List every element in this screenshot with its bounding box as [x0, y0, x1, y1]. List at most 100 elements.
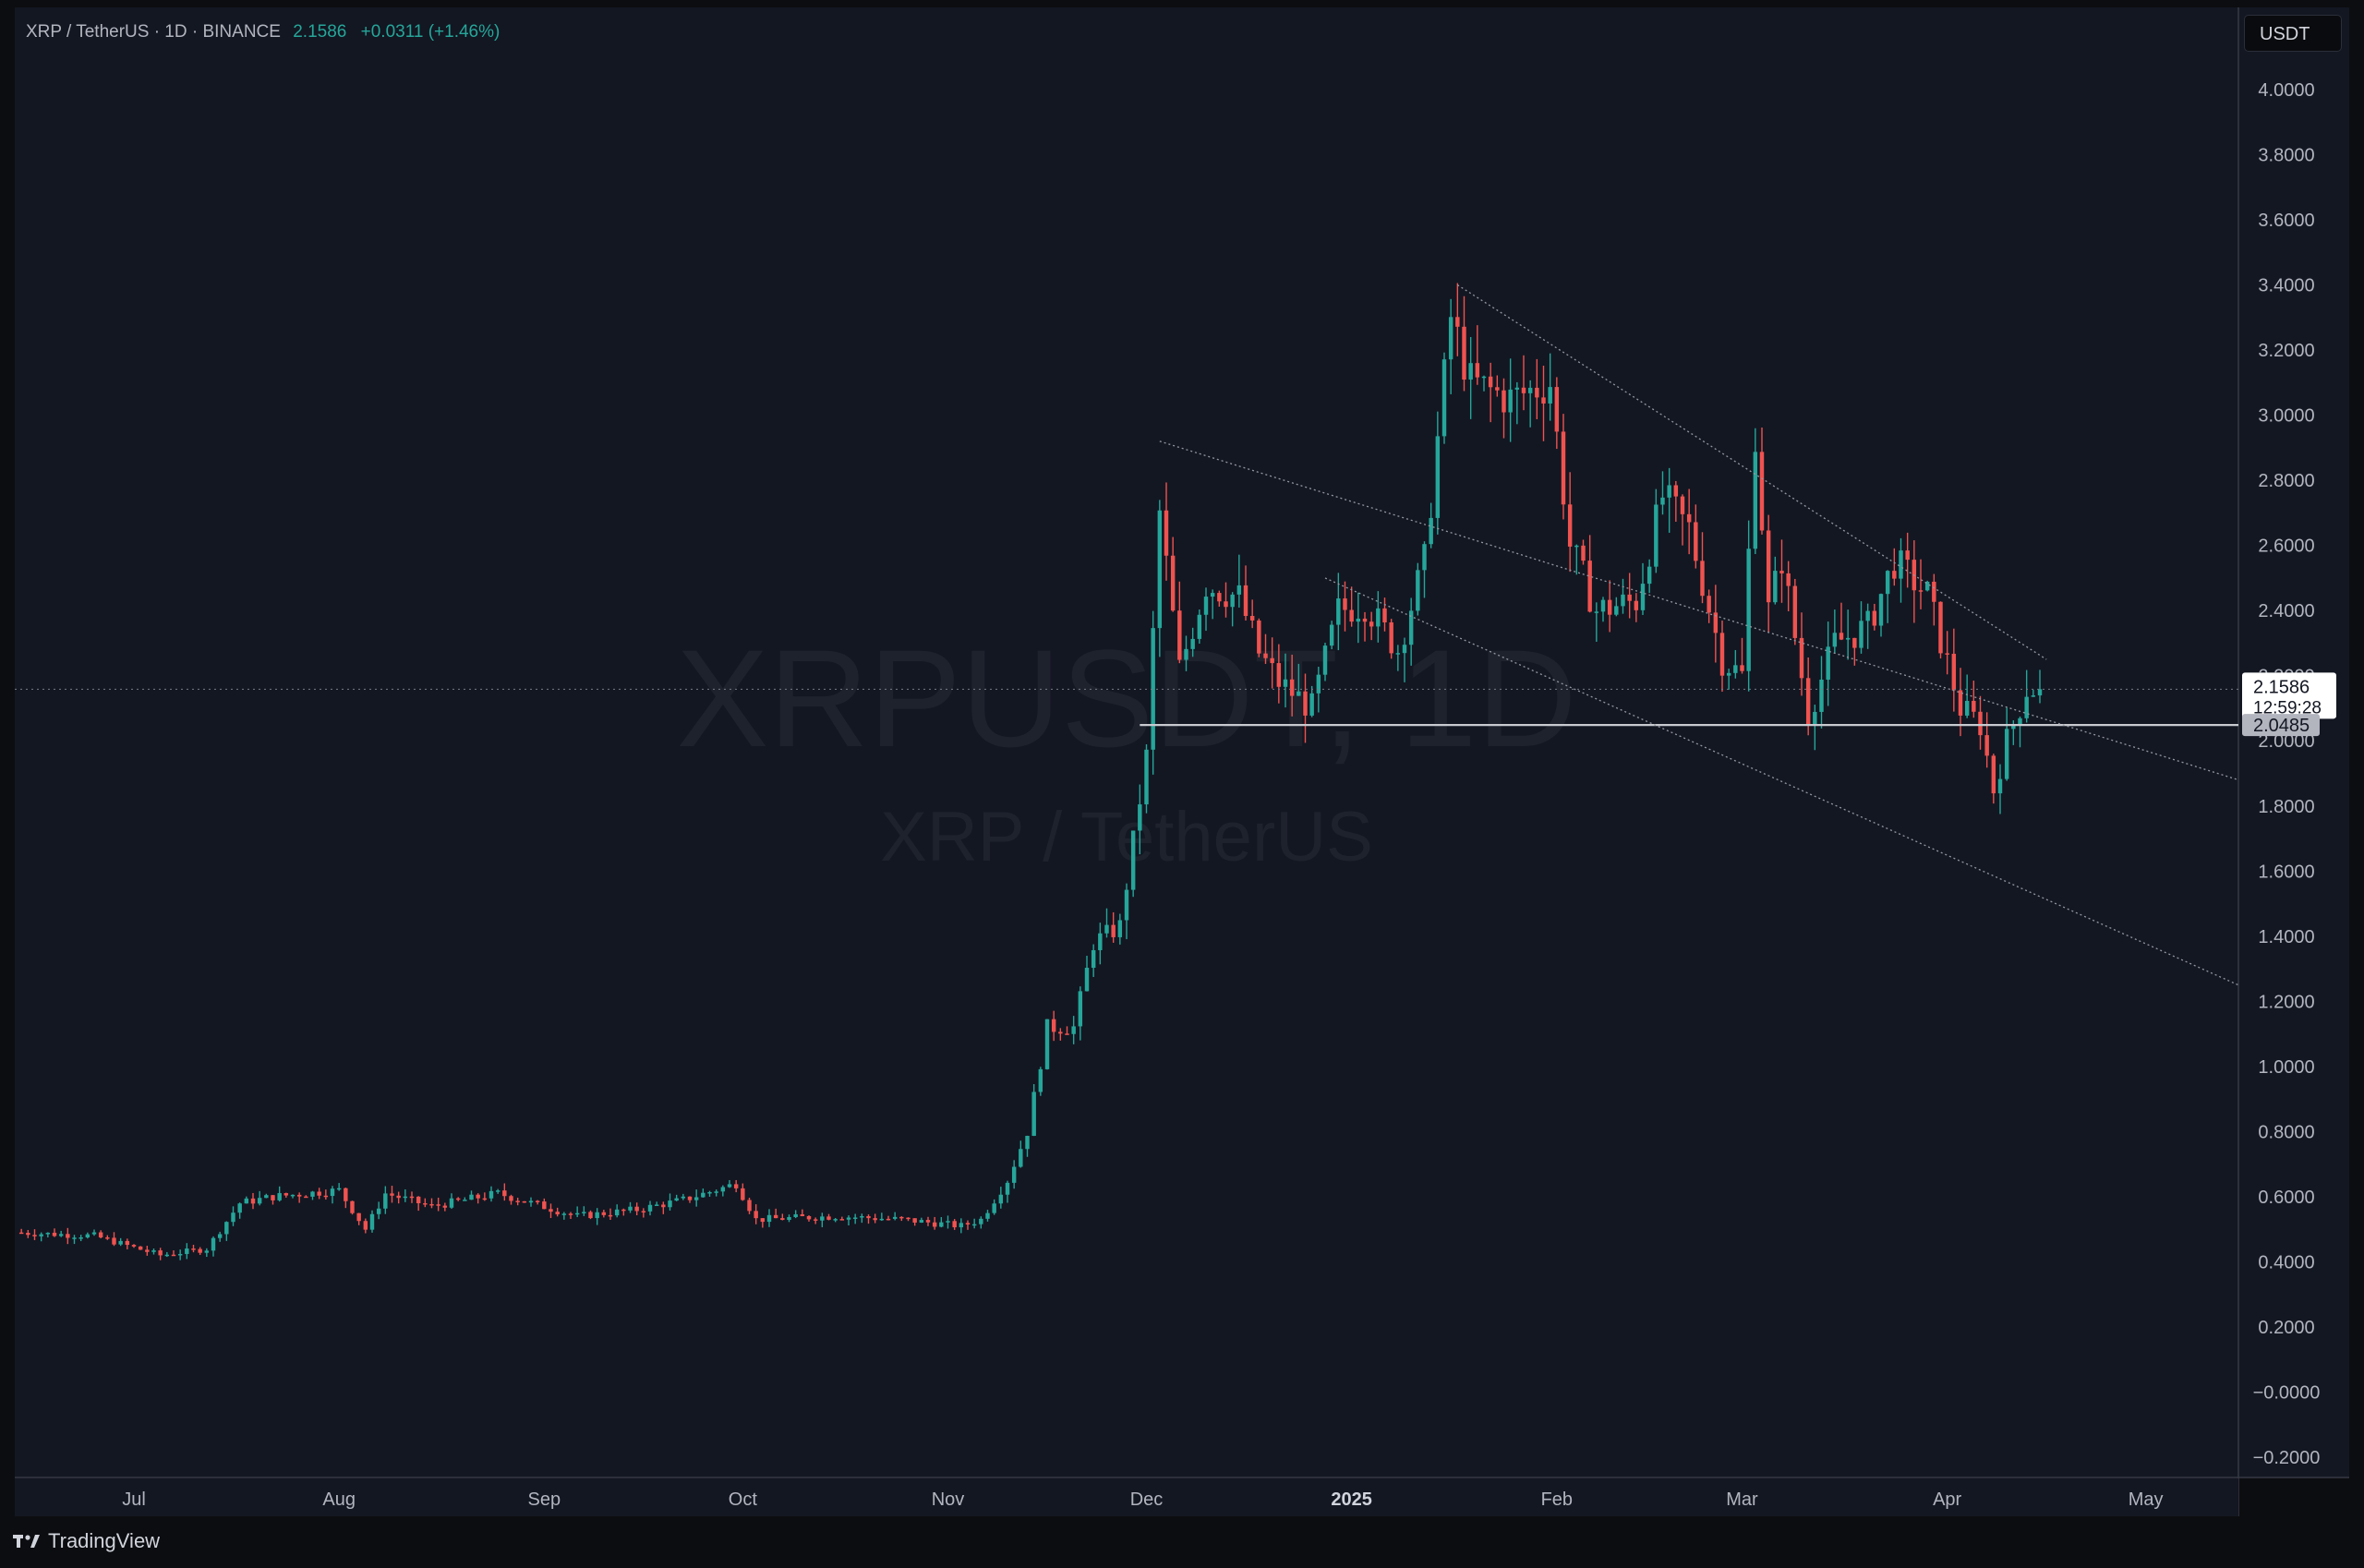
- candle-body: [1495, 387, 1500, 391]
- candle-body: [568, 1213, 573, 1215]
- candle-body: [1766, 530, 1771, 603]
- plot-background: [15, 7, 2238, 1478]
- price-tick-label: 1.0000: [2258, 1057, 2314, 1078]
- candle-body: [52, 1232, 57, 1236]
- candle-body: [647, 1204, 653, 1212]
- tradingview-logo[interactable]: TradingView: [13, 1529, 160, 1553]
- candle-body: [727, 1184, 732, 1188]
- time-axis-background: [15, 1478, 2238, 1516]
- candle-body: [535, 1200, 540, 1202]
- price-tick-label: 3.8000: [2258, 146, 2314, 166]
- time-tick-label: May: [2129, 1490, 2164, 1510]
- candle-body: [250, 1198, 256, 1204]
- time-tick-label: Oct: [729, 1490, 758, 1510]
- candle-body: [1508, 389, 1513, 413]
- candle-body: [965, 1223, 971, 1224]
- candle-body: [694, 1197, 699, 1200]
- candle-body: [1878, 594, 1884, 626]
- price-tick-label: 1.8000: [2258, 797, 2314, 817]
- candle-body: [1805, 678, 1811, 726]
- candle-body: [1905, 550, 1910, 561]
- candle-body: [1249, 616, 1255, 621]
- candle-body: [985, 1212, 990, 1219]
- time-tick-label: Mar: [1726, 1490, 1758, 1510]
- candle-body: [1646, 566, 1652, 585]
- candle-body: [1395, 653, 1401, 655]
- candle-body: [423, 1203, 428, 1205]
- candle-body: [1521, 387, 1526, 393]
- candle-body: [1309, 693, 1314, 716]
- candle-body: [588, 1212, 593, 1219]
- candle-body: [396, 1195, 401, 1199]
- price-tick-label: −0.2000: [2253, 1448, 2321, 1468]
- candle-body: [1892, 571, 1897, 579]
- candle-body: [39, 1234, 43, 1236]
- candle-body: [1170, 555, 1176, 611]
- candle-body: [873, 1218, 877, 1221]
- candle-body: [356, 1212, 361, 1222]
- candle-body: [1111, 924, 1116, 937]
- candle-body: [1157, 510, 1163, 629]
- candle-body: [66, 1234, 70, 1238]
- candle-body: [1686, 513, 1692, 523]
- symbol-title[interactable]: XRP / TetherUS · 1D · BINANCE: [26, 22, 281, 42]
- candlestick-series: [18, 283, 2043, 1260]
- candle-body: [614, 1209, 620, 1216]
- candle-body: [1561, 431, 1566, 505]
- candle-body: [1429, 517, 1433, 545]
- candle-body: [1932, 581, 1936, 602]
- candle-body: [1707, 596, 1711, 613]
- currency-unit-button[interactable]: USDT: [2244, 15, 2342, 52]
- candle-body: [1435, 436, 1441, 518]
- price-tick-label: 0.8000: [2258, 1122, 2314, 1142]
- candle-body: [145, 1249, 150, 1252]
- price-tick-label: 3.2000: [2258, 341, 2314, 361]
- legend-change: +0.0311 (+1.46%): [360, 22, 501, 42]
- candle-body: [1276, 663, 1282, 687]
- price-tick-label: 3.6000: [2258, 211, 2314, 231]
- candle-body: [1283, 679, 1288, 687]
- candle-body: [1025, 1136, 1030, 1150]
- candle-body: [1224, 601, 1228, 608]
- candle-body: [1813, 711, 1817, 726]
- time-axis[interactable]: Jul Aug Sep Oct Nov Dec 2025 Feb Mar Apr May: [122, 1490, 2163, 1510]
- price-axis[interactable]: 4.0000 3.8000 3.6000 3.4000 3.2000 3.0000 2.80…: [2253, 80, 2321, 1468]
- candle-body: [1289, 679, 1295, 696]
- candle-body: [1336, 598, 1341, 625]
- time-tick-label: Jul: [122, 1490, 146, 1510]
- candle-body: [952, 1221, 957, 1228]
- candle-body: [733, 1184, 739, 1188]
- support-price-tag: [2242, 714, 2320, 737]
- candle-body: [323, 1195, 329, 1198]
- candle-body: [1991, 755, 1996, 794]
- candle-body: [1462, 326, 1466, 380]
- candle-body: [1972, 700, 1976, 712]
- candle-body: [1481, 376, 1487, 379]
- candle-body: [131, 1245, 137, 1247]
- candle-body: [383, 1193, 388, 1209]
- candle-body: [754, 1211, 758, 1219]
- candle-body: [2018, 718, 2022, 725]
- candle-body: [574, 1212, 580, 1215]
- candle-body: [317, 1191, 321, 1196]
- candle-body: [1263, 653, 1268, 658]
- candle-body: [1964, 700, 1970, 716]
- candle-body: [463, 1200, 467, 1201]
- channel-trendline: [1456, 284, 2047, 660]
- candle-body: [488, 1190, 494, 1199]
- candle-body: [1700, 561, 1705, 597]
- candle-body: [800, 1214, 805, 1216]
- candle-body: [674, 1198, 679, 1201]
- candle-body: [185, 1248, 189, 1254]
- candle-body: [1872, 610, 1877, 626]
- time-tick-label: Aug: [322, 1490, 356, 1510]
- candle-body: [714, 1191, 718, 1193]
- candle-body: [1673, 485, 1679, 497]
- candle-body: [741, 1188, 745, 1200]
- candle-body: [998, 1194, 1004, 1204]
- candle-body: [1819, 680, 1824, 712]
- candle-body: [1839, 633, 1844, 640]
- candle-body: [1376, 608, 1381, 627]
- candle-body: [449, 1198, 454, 1208]
